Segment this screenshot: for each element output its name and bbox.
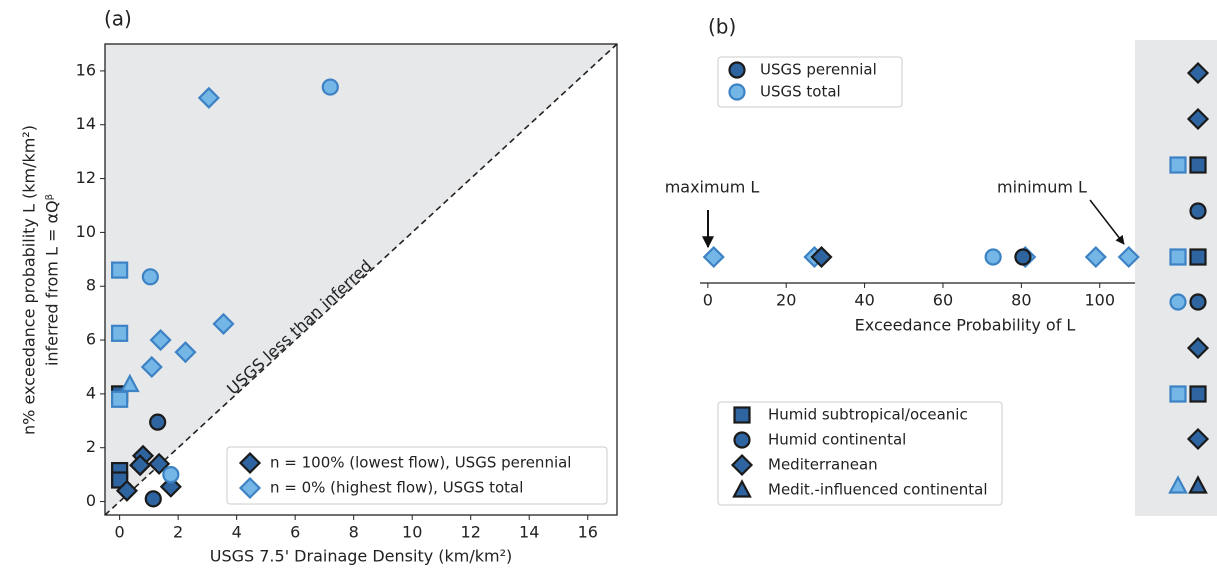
marker [115, 479, 138, 502]
y-tick-label: 6 [86, 330, 96, 349]
x-tick-label: 80 [1011, 291, 1031, 310]
legend-label: USGS perennial [760, 61, 877, 79]
y-tick-label: 4 [86, 383, 96, 402]
marker [733, 406, 751, 424]
marker [129, 454, 152, 477]
plot-frame [104, 43, 618, 516]
y-tick-label: 16 [76, 60, 96, 79]
marker [1189, 202, 1207, 220]
x-axis-label: USGS 7.5' Drainage Density (km/km²) [210, 547, 513, 566]
y-tick-label: 10 [76, 222, 96, 241]
annotation: minimum L [997, 178, 1087, 197]
legend-label: Humid subtropical/oceanic [768, 406, 968, 424]
x-tick-label: 100 [1084, 291, 1115, 310]
marker [162, 466, 180, 484]
marker [1188, 475, 1208, 494]
legend-box [717, 56, 903, 108]
marker [1169, 248, 1187, 266]
y-tick-label: 14 [76, 114, 96, 133]
marker [174, 341, 197, 364]
marker [1189, 248, 1207, 266]
marker [149, 413, 167, 431]
marker [1189, 156, 1207, 174]
marker [984, 248, 1002, 266]
marker [212, 312, 235, 335]
x-tick-label: 0 [115, 523, 125, 542]
marker [111, 390, 129, 408]
marker [321, 78, 339, 96]
x-tick-label: 12 [461, 523, 481, 542]
marker [1014, 248, 1032, 266]
legend-label: Medit.-influenced continental [768, 481, 988, 499]
marker [1117, 245, 1140, 269]
marker [120, 373, 140, 393]
marker [1168, 475, 1188, 494]
marker [1169, 293, 1187, 311]
marker [728, 83, 746, 101]
y-axis-label: n% exceedance probability L (km/km²) [20, 125, 39, 435]
marker [702, 245, 725, 269]
marker [810, 245, 833, 269]
x-tick-label: 10 [402, 523, 422, 542]
annotation: maximum L [665, 178, 760, 197]
y-tick-label: 2 [86, 437, 96, 456]
marker [1169, 156, 1187, 174]
marker [197, 86, 220, 109]
x-tick-label: 6 [290, 523, 300, 542]
x-tick-label: 14 [519, 523, 539, 542]
legend-label: Humid continental [768, 431, 906, 449]
one-to-one-line [104, 43, 618, 516]
x-tick-label: 20 [776, 291, 796, 310]
marker [148, 452, 171, 475]
marker [1189, 385, 1207, 403]
marker [728, 61, 746, 79]
marker [1186, 107, 1210, 131]
panel-label: (a) [104, 7, 132, 31]
marker [141, 268, 159, 286]
y-tick-label: 12 [76, 168, 96, 187]
legend-label: USGS total [760, 83, 841, 101]
x-tick-label: 60 [933, 291, 953, 310]
marker [733, 431, 751, 449]
x-tick-label: 2 [173, 523, 183, 542]
legend-label: n = 0% (highest flow), USGS total [270, 479, 523, 497]
marker [1186, 61, 1210, 85]
marker [1186, 336, 1210, 360]
marker [149, 329, 172, 352]
legend-label: Mediterranean [768, 456, 878, 474]
marker [238, 476, 262, 500]
marker [111, 261, 129, 279]
marker [144, 490, 162, 508]
marker [1084, 245, 1107, 269]
arrow [1089, 199, 1125, 245]
y-tick-label: 8 [86, 276, 96, 295]
x-tick-label: 0 [703, 291, 713, 310]
y-tick-label: 0 [86, 491, 96, 510]
site-key [1168, 61, 1210, 494]
marker [732, 479, 752, 498]
x-tick-label: 40 [854, 291, 874, 310]
x-axis-label: Exceedance Probability of L [855, 316, 1076, 335]
marker [238, 451, 262, 475]
legend-box [226, 446, 608, 505]
y-axis-label: inferred from L = αQᵝ [43, 194, 62, 366]
legend-box [717, 401, 1003, 506]
x-tick-label: 16 [578, 523, 598, 542]
legend-label: n = 100% (lowest flow), USGS perennial [270, 454, 571, 472]
panel-label: (b) [708, 15, 736, 39]
marker [1189, 293, 1207, 311]
marker [1186, 427, 1210, 451]
marker [159, 475, 182, 498]
site-key-panel [1135, 40, 1217, 516]
marker [730, 453, 754, 477]
marker [111, 324, 129, 342]
x-tick-label: 8 [349, 523, 359, 542]
x-tick-label: 4 [232, 523, 242, 542]
marker [140, 355, 163, 379]
marker [1169, 385, 1187, 403]
